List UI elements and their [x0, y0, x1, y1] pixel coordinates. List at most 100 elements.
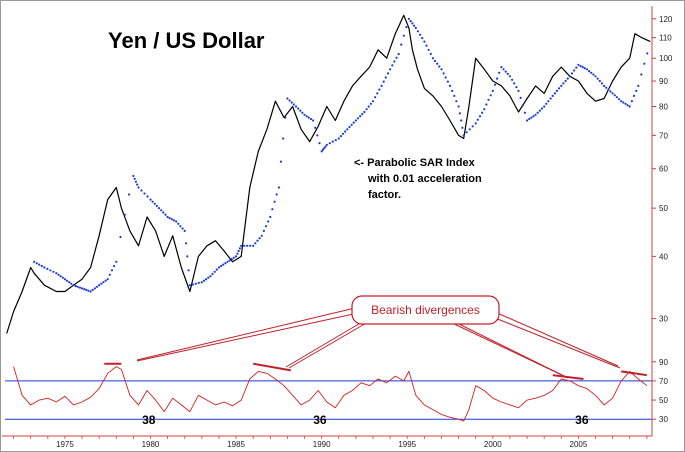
sar-point	[540, 107, 544, 110]
sar-point	[538, 109, 542, 112]
sar-point	[209, 275, 212, 278]
sar-point	[68, 281, 71, 284]
sar-point	[545, 102, 548, 105]
sar-point	[249, 244, 252, 247]
sar-point	[228, 259, 231, 262]
year-tick-label: 1995	[398, 440, 416, 449]
sar-point	[419, 33, 422, 36]
sar-point	[213, 270, 216, 273]
sar-point	[365, 108, 368, 111]
sar-point	[316, 134, 319, 137]
sar-point	[98, 284, 101, 287]
sar-point	[476, 118, 479, 121]
sar-point	[598, 79, 601, 83]
callout-label: Bearish divergences	[371, 303, 480, 317]
sar-point	[52, 270, 55, 273]
sar-point	[498, 71, 501, 74]
sar-point	[391, 64, 394, 67]
sar-point	[515, 86, 518, 89]
year-tick-label: 1980	[142, 440, 160, 449]
sar-point	[237, 249, 240, 253]
sar-point	[175, 220, 178, 223]
sar-point	[46, 267, 49, 270]
rsi-tick-label: 90	[659, 358, 668, 367]
rsi-low-label: 36	[313, 413, 327, 427]
rsi-tick-label: 70	[659, 377, 668, 386]
sar-point	[458, 112, 461, 115]
year-tick-label: 2000	[484, 440, 502, 449]
sar-point	[433, 59, 437, 63]
sar-point	[72, 284, 75, 287]
sar-point	[136, 183, 139, 186]
sar-point	[384, 76, 387, 79]
price-tick-label: 50	[659, 204, 668, 213]
sar-point	[455, 100, 458, 103]
sar-point	[187, 269, 190, 272]
sar-point	[581, 66, 584, 69]
price-tick-label: 120	[659, 15, 673, 24]
sar-point	[590, 71, 593, 74]
sar-point	[549, 97, 552, 100]
sar-point	[478, 115, 482, 118]
sar-point	[43, 266, 46, 269]
sar-point	[33, 260, 36, 263]
sar-point	[80, 287, 84, 290]
sar-point	[402, 34, 405, 37]
sar-point	[286, 97, 289, 100]
sar-point	[134, 180, 137, 183]
sar-point	[271, 208, 274, 211]
sar-point	[325, 143, 328, 146]
sar-point	[57, 273, 60, 276]
sar-point	[423, 40, 426, 43]
sar-point	[457, 105, 460, 108]
callout-box	[351, 295, 500, 325]
axes: 30 40 50 60 70 80 90 100 110 120 30 50 70 90 1975 1980 1…	[2, 6, 673, 449]
sar-point	[500, 66, 503, 69]
sar-annotation-line-1: <- Parabolic SAR Index	[354, 157, 476, 169]
sar-point	[570, 72, 574, 75]
sar-point	[568, 75, 571, 78]
sar-point	[427, 48, 430, 51]
sar-point	[517, 89, 520, 92]
sar-point	[564, 79, 567, 83]
sar-point	[592, 73, 595, 76]
sar-point	[356, 117, 360, 120]
sar-point	[85, 288, 88, 291]
sar-point	[438, 65, 441, 68]
sar-point	[431, 57, 434, 60]
sar-point	[521, 104, 524, 107]
sar-point	[489, 94, 492, 97]
sar-point	[609, 90, 612, 93]
sar-point	[146, 195, 149, 198]
sar-point	[374, 96, 377, 99]
sar-point	[575, 66, 578, 69]
sar-point	[526, 119, 529, 122]
rsi-low-label: 38	[142, 413, 156, 427]
sar-point	[166, 215, 169, 219]
sar-point	[506, 72, 509, 75]
sar-point	[465, 131, 468, 134]
sar-point	[303, 113, 306, 116]
sar-point	[284, 116, 287, 119]
sar-point	[74, 284, 77, 288]
sar-point	[407, 17, 410, 20]
sar-point	[149, 198, 152, 201]
sar-point	[320, 150, 323, 153]
sar-point	[38, 263, 41, 266]
sar-point	[205, 278, 208, 281]
sar-point	[260, 234, 263, 237]
callout-pointer-2	[285, 321, 363, 368]
sar-point	[344, 130, 347, 133]
sar-point	[583, 67, 586, 70]
sar-point	[409, 20, 412, 23]
sar-point	[354, 119, 357, 122]
sar-point	[339, 135, 342, 138]
sar-point	[635, 89, 638, 92]
sar-point	[331, 140, 334, 143]
sar-point	[510, 78, 514, 81]
sar-point	[562, 82, 565, 85]
sar-point	[65, 279, 69, 282]
sar-point	[49, 269, 52, 272]
sar-point	[367, 105, 370, 108]
sar-point	[640, 73, 643, 76]
